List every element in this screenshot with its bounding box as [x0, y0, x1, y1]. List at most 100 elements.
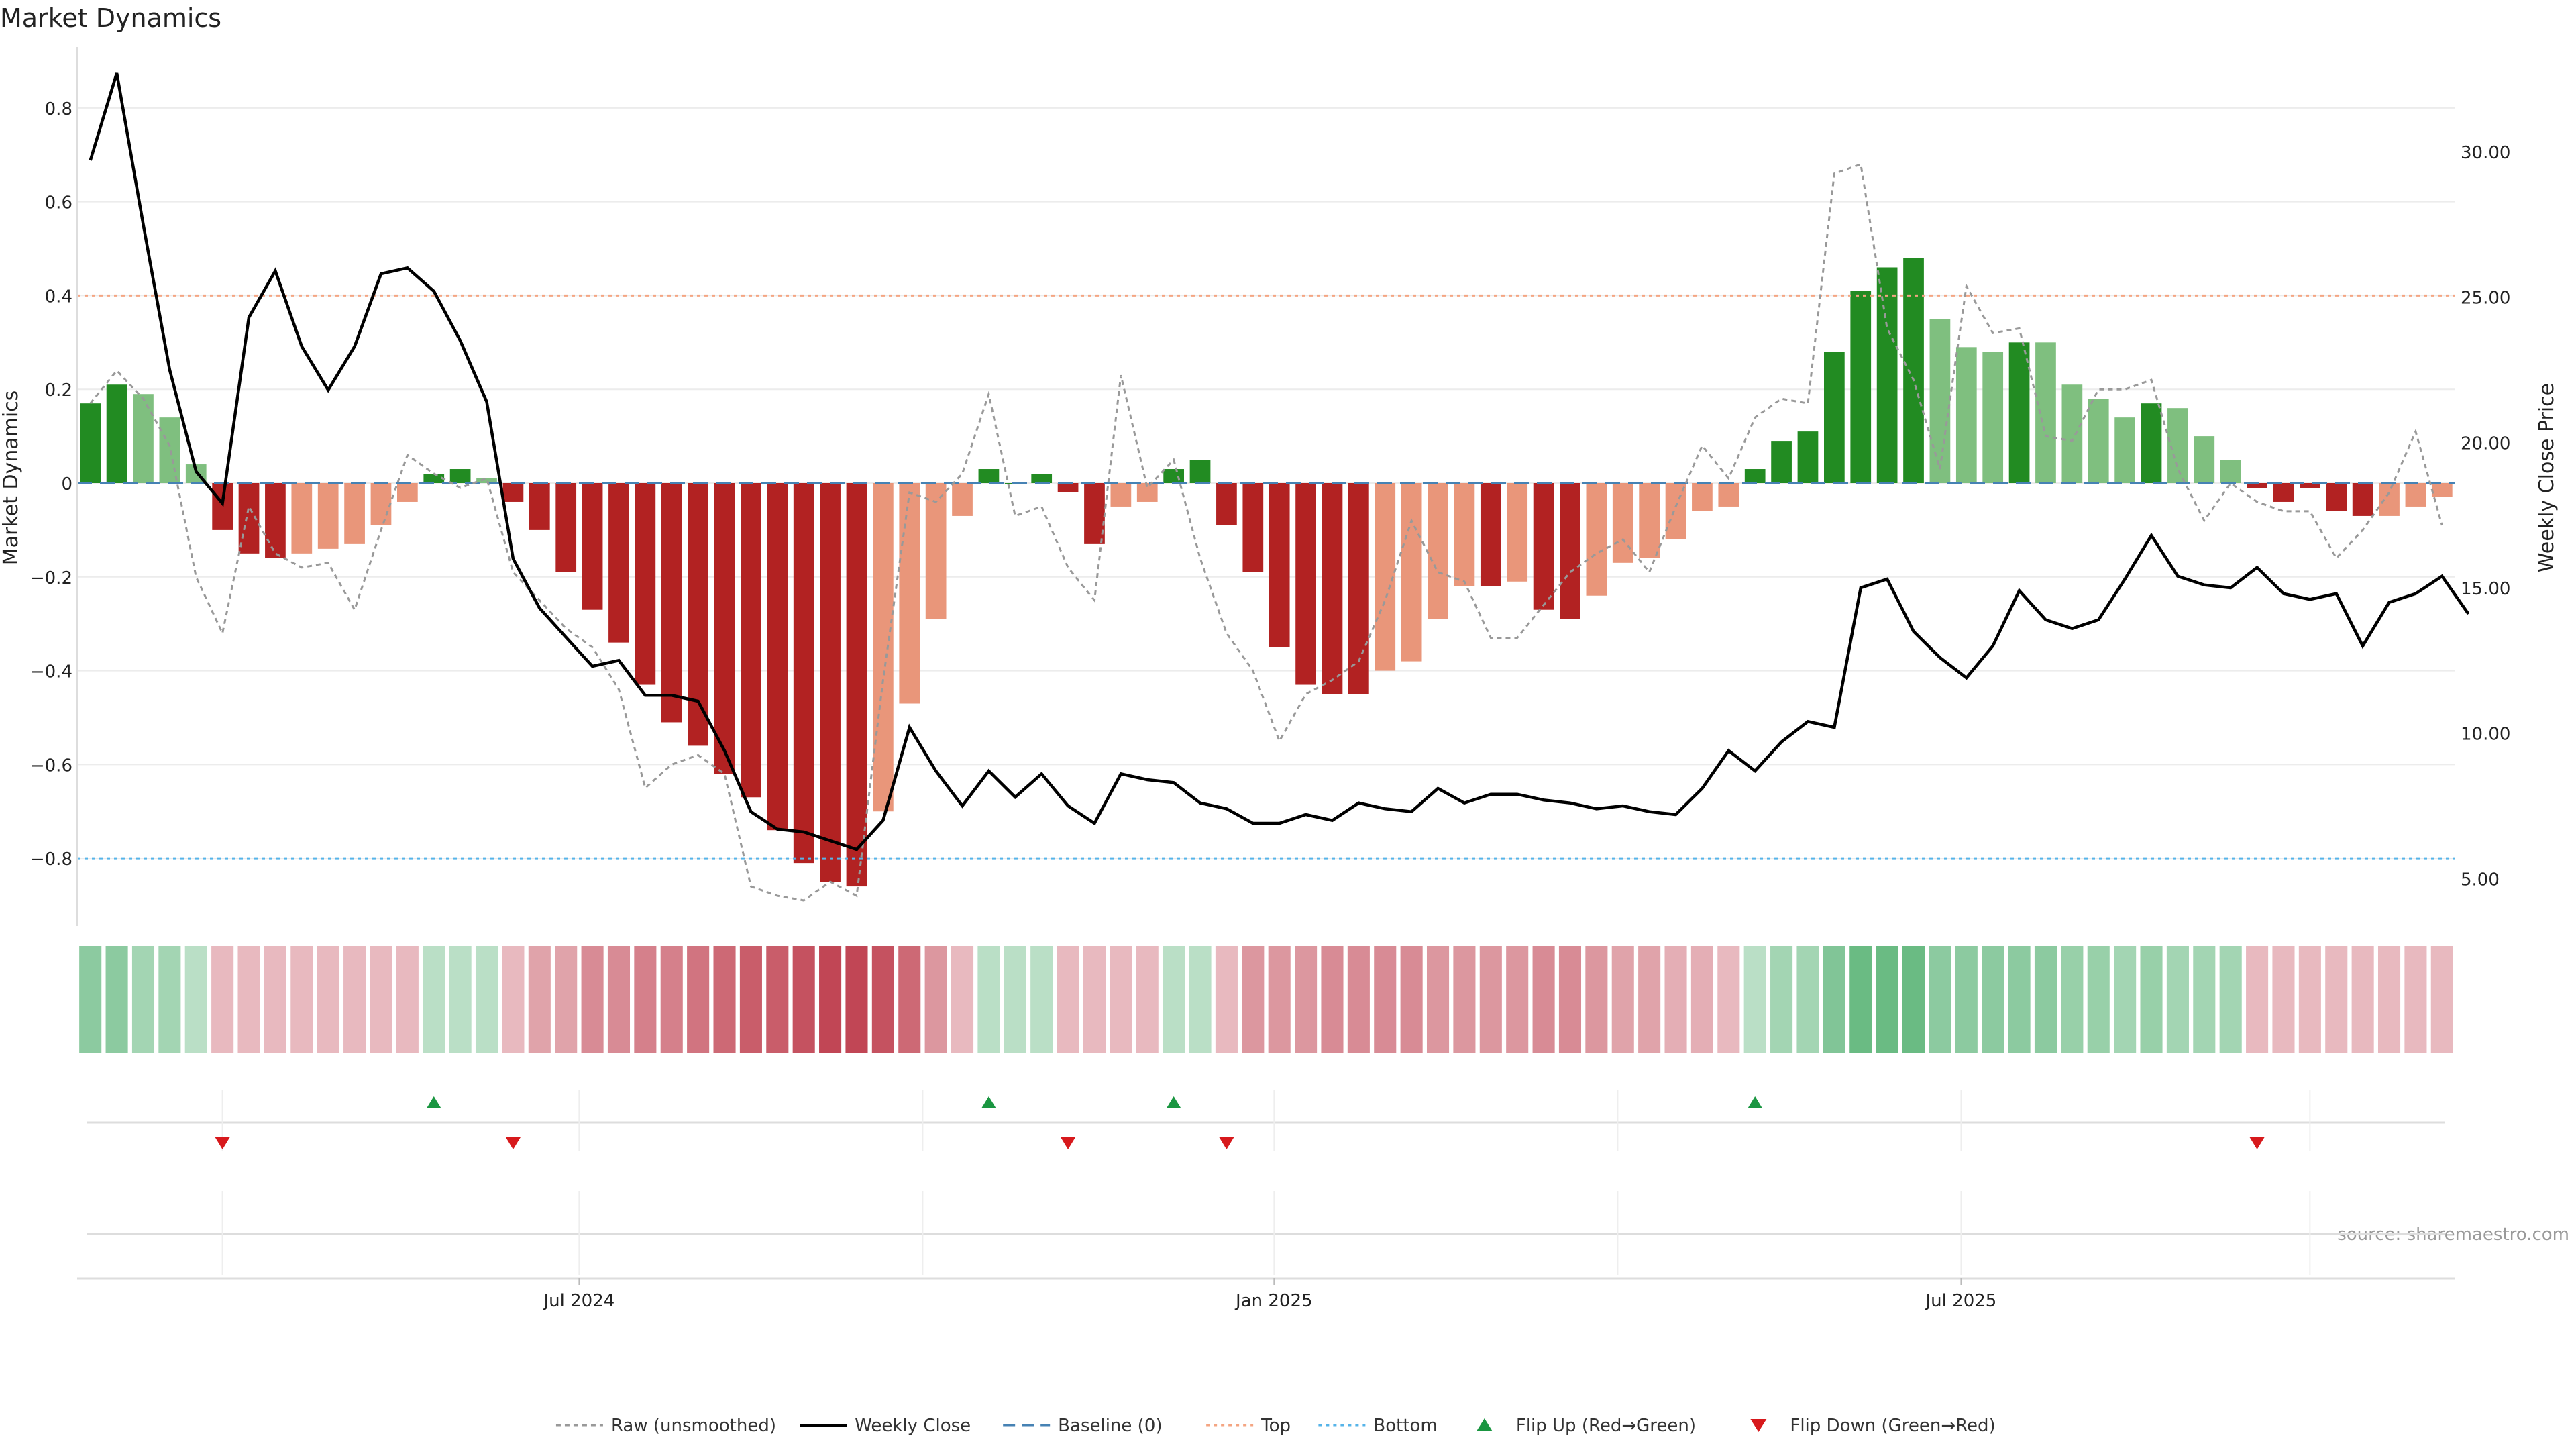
heatmap-cell — [1558, 946, 1582, 1053]
dynamics-bar — [1718, 483, 1739, 507]
y-left-tick-label: −0.2 — [30, 568, 72, 588]
dynamics-bar — [1560, 483, 1580, 619]
dynamics-bar — [1823, 352, 1845, 483]
dynamics-bar — [1348, 483, 1369, 694]
chart-title: Market Dynamics — [0, 3, 221, 33]
dynamics-bar — [370, 483, 392, 525]
heatmap-cell — [1929, 946, 1951, 1053]
heatmap-cell — [2193, 946, 2216, 1053]
dynamics-bar — [846, 483, 867, 887]
dynamics-bar — [1454, 483, 1475, 586]
heatmap-cell — [237, 946, 260, 1053]
dynamics-bar — [1295, 483, 1316, 685]
legend-flip-down-swatch — [1750, 1419, 1767, 1432]
heatmap-cell — [555, 946, 578, 1053]
dynamics-bar — [2008, 342, 2030, 483]
dynamics-bar — [106, 384, 127, 483]
legend-label: Flip Down (Green→Red) — [1790, 1416, 1995, 1436]
heatmap-cell — [713, 946, 736, 1053]
heatmap-cell — [1611, 946, 1634, 1053]
dynamics-bar — [449, 469, 471, 483]
heatmap-cell — [687, 946, 710, 1053]
heatmap-cell — [131, 946, 155, 1053]
heatmap-cell — [1426, 946, 1450, 1053]
dynamics-bar — [1031, 474, 1053, 483]
dynamics-bar — [529, 483, 550, 530]
heatmap-cell — [1664, 946, 1687, 1053]
heatmap-cell — [423, 946, 445, 1053]
heatmap-cell — [1876, 946, 1898, 1053]
legend-item: Weekly Close — [800, 1416, 971, 1436]
flip-up-marker — [1748, 1096, 1763, 1108]
heatmap-strip — [79, 946, 2453, 1053]
dynamics-bar — [1242, 483, 1264, 572]
dynamics-bar — [1428, 483, 1448, 619]
y-right-tick-label: 30.00 — [2461, 143, 2510, 163]
heatmap-cell — [79, 946, 102, 1053]
dynamics-bar — [2141, 403, 2162, 483]
dynamics-bar — [476, 478, 497, 483]
heatmap-cell — [449, 946, 472, 1053]
heatmap-cell — [1479, 946, 1502, 1053]
legend-item: Bottom — [1318, 1416, 1438, 1436]
dynamics-bar — [2114, 417, 2136, 483]
heatmap-cell — [1532, 946, 1555, 1053]
dynamics-bar — [1955, 347, 1977, 483]
heatmap-cell — [1796, 946, 1819, 1053]
flip-down-marker — [505, 1137, 521, 1149]
dynamics-bar — [2352, 483, 2373, 516]
dynamics-bar — [344, 483, 365, 544]
dynamics-bar — [582, 483, 603, 610]
dynamics-bar — [291, 483, 313, 554]
y-left-tick-label: 0 — [61, 474, 72, 495]
heatmap-cell — [2298, 946, 2321, 1053]
dynamics-bar — [1850, 291, 1872, 483]
dynamics-bar — [1639, 483, 1660, 558]
lines-layer — [77, 72, 2470, 902]
heatmap-cell — [581, 946, 604, 1053]
legend-label: Top — [1260, 1416, 1291, 1436]
legend-label: Raw (unsmoothed) — [611, 1416, 776, 1436]
heatmap-cell — [898, 946, 921, 1053]
legend-item: Top — [1206, 1416, 1291, 1436]
heatmap-cell — [105, 946, 128, 1053]
heatmap-cell — [1004, 946, 1026, 1053]
heatmap-cell — [819, 946, 842, 1053]
heatmap-cell — [1585, 946, 1608, 1053]
legend-item: Raw (unsmoothed) — [555, 1416, 776, 1436]
dynamics-bar — [978, 469, 1000, 483]
heatmap-cell — [766, 946, 789, 1053]
legend-flip-up-swatch — [1476, 1418, 1493, 1431]
heatmap-cell — [1083, 946, 1106, 1053]
y-right-tick-label: 5.00 — [2461, 870, 2500, 890]
y-right-tick-label: 10.00 — [2461, 725, 2510, 745]
y-right-tick-label: 25.00 — [2461, 289, 2510, 309]
heatmap-cell — [2140, 946, 2163, 1053]
flip-down-marker — [215, 1137, 230, 1149]
heatmap-cell — [317, 946, 339, 1053]
dynamics-bar — [1586, 483, 1607, 596]
legend-label: Flip Up (Red→Green) — [1516, 1416, 1696, 1436]
dynamics-bar — [1163, 469, 1185, 483]
dynamics-bar — [2220, 460, 2241, 483]
heatmap-cell — [1849, 946, 1872, 1053]
heatmap-cell — [1030, 946, 1053, 1053]
dynamics-bar — [899, 483, 920, 704]
heatmap-cell — [2034, 946, 2057, 1053]
heatmap-cell — [211, 946, 234, 1053]
heatmap-cell — [1136, 946, 1159, 1053]
dynamics-bar — [767, 483, 788, 831]
legend-item: Baseline (0) — [1003, 1416, 1163, 1436]
dynamics-bar — [2379, 483, 2400, 516]
y-left-tick-label: 0.8 — [45, 99, 72, 119]
y-left-tick-label: −0.4 — [30, 662, 72, 682]
dynamics-bar — [317, 483, 339, 549]
heatmap-cell — [660, 946, 683, 1053]
legend-item: Flip Down (Green→Red) — [1750, 1416, 1996, 1436]
legend-label: Bottom — [1373, 1416, 1437, 1436]
y-left-tick-label: −0.8 — [30, 849, 72, 870]
dynamics-bar — [661, 483, 682, 723]
y-axis-left-label: Market Dynamics — [0, 391, 23, 566]
